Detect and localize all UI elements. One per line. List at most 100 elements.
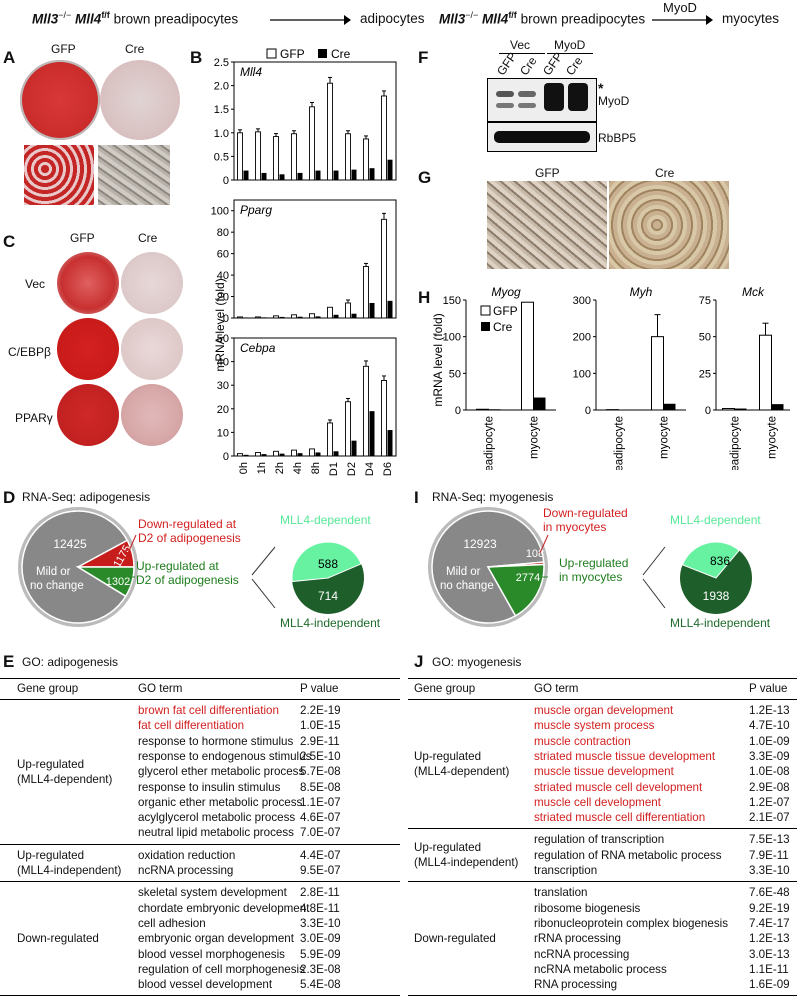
gene-group-cell: (MLL4-independent) (17, 864, 122, 877)
chart-h-ytick: 100 (573, 368, 591, 380)
bar-cre (488, 409, 501, 410)
group-separator (0, 843, 400, 845)
chart-b-ytick: 20 (217, 404, 229, 416)
bar-gfp (291, 133, 297, 181)
dish-c-cebpb-cre (121, 318, 183, 380)
bar-gfp (381, 218, 387, 319)
table-bottom-rule (408, 995, 797, 997)
go-table-myogenesis: Gene group GO term P value muscle organ dev… (408, 676, 797, 1004)
bar-cre (351, 313, 357, 318)
bar-gfp (309, 448, 315, 457)
gene-group-cell: (MLL4-dependent) (414, 765, 510, 779)
bar-gfp (273, 315, 279, 319)
panel-label-e: E (3, 652, 15, 671)
p-value-cell: 4.4E-07 (300, 848, 341, 862)
p-value-cell: 1.6E-09 (749, 978, 790, 992)
bar-cre (243, 170, 249, 180)
bar-cre (315, 316, 321, 318)
bar-gfp (345, 302, 351, 319)
pie-d-mild-2: no change (30, 580, 84, 592)
bar-gfp (345, 401, 351, 457)
micrograph-a-cre (98, 145, 170, 205)
go-term-cell: response to endogenous stimulus (138, 749, 312, 763)
bar-cre (261, 454, 267, 456)
chart-h-ytick: 25 (699, 368, 711, 380)
chart-b-ytick: 0.5 (214, 151, 229, 163)
pie-d2-dep-label: MLL4-dependent (280, 513, 371, 527)
p-value-cell: 9.5E-07 (300, 864, 341, 877)
bar-gfp (345, 133, 351, 181)
chart-b-ytick: 2.0 (214, 81, 229, 93)
go-term-cell: muscle cell development (534, 795, 661, 809)
p-value-cell: 3.0E-13 (749, 947, 790, 961)
p-value-cell: 2.8E-11 (300, 886, 340, 900)
p-value-cell: 2.9E-11 (300, 734, 340, 748)
chart-b-ytick: 80 (217, 227, 229, 239)
chart-h-ytick: 75 (699, 295, 711, 307)
pie-d-n-up: 1302 (106, 576, 130, 588)
gene-group-cell: Up-regulated (17, 757, 85, 771)
go-term-cell: skeletal system development (138, 886, 287, 900)
chart-h-xtick: preadipocyte (730, 416, 742, 470)
p-value-cell: 7.4E-17 (749, 916, 790, 930)
p-value-cell: 3.3E-10 (749, 864, 790, 877)
p-value-cell: 9.2E-19 (749, 901, 790, 915)
pie-d2-n-indep: 714 (318, 589, 338, 603)
bar-cre (387, 300, 393, 318)
pie-d-down-label-1: Down-regulated at (138, 517, 237, 531)
pie-d2-indep-label: MLL4-independent (280, 616, 381, 630)
pie-i-down-label-1: Down-regulated (543, 506, 628, 520)
chart-b-xtick: D4 (364, 462, 376, 476)
chart-b-ytick: 2.5 (214, 57, 229, 69)
gene-group-cell: (MLL4-dependent) (17, 772, 113, 786)
bar-gfp (291, 314, 297, 319)
chart-b-frame-2 (233, 337, 397, 457)
panel-f-myod-line (547, 53, 593, 54)
panel-label-h: H (418, 288, 431, 307)
lane-1: GFP (494, 49, 520, 79)
p-value-cell: 5.7E-08 (300, 765, 341, 779)
go-term-cell: blood vessel morphogenesis (138, 947, 285, 961)
bar-cre (333, 451, 339, 456)
panel-label-j: J (414, 652, 424, 671)
panel-g-gfp: GFP (535, 166, 560, 180)
pie-i-mild-2: no change (440, 580, 494, 592)
bar-cre (369, 168, 375, 180)
chart-h-xtick: myocyte (659, 416, 671, 459)
pie-i-down-label-2: in myocytes (543, 520, 606, 534)
go-term-cell: striated muscle cell differentiation (534, 811, 706, 825)
chart-b-ytick: 0 (223, 313, 229, 325)
go-term-cell: ncRNA metabolic process (534, 962, 667, 976)
bar-gfp (291, 449, 297, 457)
bar-cre (387, 430, 393, 456)
bar-gfp (722, 408, 735, 411)
go-term-cell: ncRNA processing (138, 864, 234, 877)
blot-label-rbbp5: RbBP5 (598, 131, 637, 145)
legend-gfp-text: GFP (280, 47, 305, 61)
go-term-cell: response to hormone stimulus (138, 734, 294, 748)
dish-c-vec-gfp (57, 252, 119, 314)
chart-b-ytick: 40 (217, 270, 229, 282)
bar-cre (297, 316, 303, 318)
bar-cre (279, 453, 285, 456)
chart-b-ytick: 60 (217, 249, 229, 261)
panel-e-title: GO: adipogenesis (22, 655, 119, 669)
bar-cre (533, 397, 546, 410)
chart-h-ytick: 0 (585, 405, 591, 417)
bar-cre (315, 452, 321, 456)
panel-a-gfp-label: GFP (51, 42, 76, 56)
panel-label-i: I (414, 488, 419, 507)
dish-c-pparg-gfp (57, 384, 119, 446)
panel-label-f: F (418, 48, 429, 67)
p-value-cell: 4.7E-10 (749, 719, 790, 733)
go-term-cell: regulation of cell morphogenesis (138, 962, 305, 976)
p-value-cell: 1.0E-08 (749, 765, 790, 779)
panel-label-a: A (3, 48, 16, 67)
chart-h-xtick: myocyte (767, 416, 779, 459)
col-p-value: P value (300, 682, 339, 695)
bar-cre (297, 172, 303, 180)
p-value-cell: 1.2E-07 (749, 795, 790, 809)
bar-cre (297, 453, 303, 456)
bar-cre (734, 408, 747, 410)
bar-cre (333, 314, 339, 318)
